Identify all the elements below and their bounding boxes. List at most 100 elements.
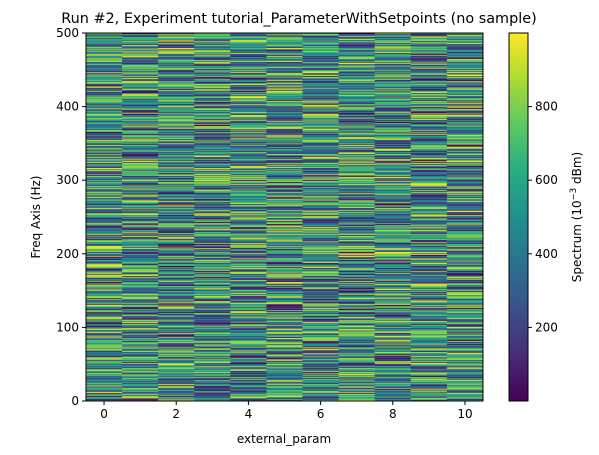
heatmap-cell	[302, 212, 339, 214]
heatmap-cell	[266, 275, 303, 277]
heatmap-cell	[338, 111, 376, 113]
heatmap-cell	[122, 261, 159, 263]
heatmap-cell	[122, 348, 159, 350]
heatmap-cell	[230, 363, 267, 365]
heatmap-cell	[302, 361, 339, 363]
heatmap-cell	[86, 92, 123, 94]
heatmap-cell	[374, 264, 412, 266]
heatmap-cell	[338, 258, 376, 260]
heatmap-cell	[122, 156, 159, 158]
heatmap-cell	[230, 88, 267, 90]
heatmap-cell	[374, 81, 412, 83]
heatmap-cell	[410, 288, 448, 290]
heatmap-cell	[410, 208, 448, 210]
heatmap-cell	[122, 238, 159, 240]
heatmap-cell	[410, 320, 448, 322]
heatmap-cell	[86, 34, 123, 36]
heatmap-cell	[230, 44, 267, 46]
heatmap-cell	[338, 127, 376, 129]
heatmap-cell	[122, 86, 159, 88]
heatmap-cell	[410, 83, 448, 85]
heatmap-cell	[266, 97, 303, 99]
heatmap-cell	[122, 200, 159, 202]
heatmap-cell	[158, 220, 195, 222]
heatmap-cell	[302, 43, 339, 45]
heatmap-cell	[158, 281, 195, 283]
heatmap-cell	[194, 49, 231, 51]
heatmap-cell	[122, 203, 159, 205]
heatmap-cell	[338, 93, 376, 95]
heatmap-cell	[410, 61, 448, 63]
heatmap-cell	[194, 278, 231, 280]
heatmap-cell	[86, 222, 123, 224]
heatmap-cell	[338, 189, 376, 191]
heatmap-cell	[302, 272, 339, 274]
heatmap-cell	[374, 46, 412, 49]
heatmap-cell	[122, 262, 159, 264]
heatmap-cell	[302, 368, 339, 370]
heatmap-cell	[86, 331, 123, 333]
heatmap-cell	[410, 159, 448, 161]
heatmap-cell	[122, 281, 159, 283]
heatmap-cell	[86, 145, 123, 147]
heatmap-cell	[158, 78, 195, 80]
heatmap-cell	[374, 150, 412, 152]
heatmap-cell	[338, 342, 376, 344]
heatmap-cell	[338, 303, 376, 305]
heatmap-cell	[266, 55, 303, 57]
heatmap-cell	[266, 91, 303, 93]
heatmap-cell	[410, 100, 448, 102]
heatmap-cell	[86, 120, 123, 122]
heatmap-cell	[86, 309, 123, 311]
heatmap-cell	[374, 74, 412, 76]
heatmap-cell	[410, 300, 448, 302]
heatmap-cell	[374, 157, 412, 159]
heatmap-cell	[86, 63, 123, 65]
heatmap-cell	[338, 215, 376, 217]
heatmap-cell	[374, 373, 412, 375]
heatmap-cell	[374, 262, 412, 264]
heatmap-cell	[86, 56, 123, 58]
heatmap-cell	[230, 334, 267, 336]
heatmap-cell	[338, 375, 376, 378]
heatmap-cell	[266, 60, 303, 63]
heatmap-cell	[302, 385, 339, 387]
heatmap-cell	[266, 351, 303, 353]
heatmap-cell	[230, 283, 267, 286]
heatmap-cell	[266, 38, 303, 40]
heatmap-cell	[122, 305, 159, 307]
heatmap-cell	[374, 116, 412, 118]
heatmap-cell	[230, 284, 267, 286]
heatmap-cell	[194, 336, 231, 338]
heatmap-cell	[194, 251, 231, 253]
heatmap-cell	[194, 54, 231, 56]
heatmap-cell	[266, 257, 303, 259]
heatmap-cell	[338, 173, 376, 175]
heatmap-cell	[302, 384, 339, 386]
heatmap-cell	[266, 343, 303, 345]
heatmap-cell	[302, 116, 339, 118]
heatmap-cell	[338, 107, 376, 109]
heatmap-cell	[302, 47, 339, 49]
heatmap-cell	[230, 215, 267, 217]
heatmap-cell	[158, 156, 195, 158]
heatmap-cell	[194, 212, 231, 214]
heatmap-cell	[374, 135, 412, 137]
heatmap-cell	[374, 148, 412, 150]
heatmap-cell	[86, 363, 123, 365]
heatmap-cell	[266, 167, 303, 169]
heatmap-cell	[266, 264, 303, 266]
heatmap-cell	[158, 177, 195, 180]
heatmap-cell	[158, 241, 195, 243]
heatmap-cell	[158, 87, 195, 89]
heatmap-cell	[194, 138, 231, 140]
heatmap-cell	[122, 236, 159, 238]
heatmap-cell	[302, 197, 339, 199]
heatmap-cell	[158, 166, 195, 168]
heatmap-cell	[86, 227, 123, 229]
heatmap-cell	[410, 235, 448, 237]
heatmap-cell	[86, 233, 123, 235]
heatmap-cell	[158, 388, 195, 390]
heatmap-cell	[230, 60, 267, 62]
heatmap-cell	[266, 392, 303, 394]
